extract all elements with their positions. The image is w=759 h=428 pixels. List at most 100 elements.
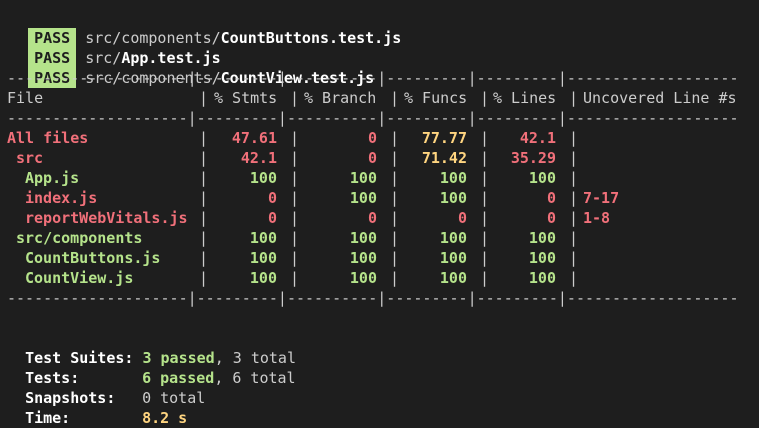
summary-snapshots-total: 0 total [142, 389, 206, 407]
table-row: App.js | | | | | 100 100 100 100 [0, 168, 759, 188]
column-separator: | [480, 249, 490, 267]
cell-file: All files [7, 129, 89, 147]
cell-file: src [16, 149, 44, 167]
summary-label: Snapshots: [25, 389, 116, 407]
cell-branch: 100 [349, 169, 377, 187]
cell-lines: 100 [528, 269, 556, 287]
pass-badge: PASS [28, 68, 77, 88]
cell-stmts: 47.61 [231, 129, 277, 147]
column-separator: | [480, 269, 490, 287]
cell-branch: 100 [349, 269, 377, 287]
test-file: App.test.js [121, 49, 221, 67]
column-separator: | [569, 229, 579, 247]
summary-time: Time: 8.2 s [7, 388, 187, 427]
cell-uncovered: 1-8 [583, 209, 611, 227]
column-separator: | [390, 129, 400, 147]
test-result-line: PASS src/App.test.js [10, 28, 221, 68]
cell-funcs: 100 [439, 169, 467, 187]
header-uncovered: Uncovered Line #s [583, 89, 737, 107]
cell-stmts: 0 [267, 189, 277, 207]
column-separator: | [199, 169, 209, 187]
column-separator: | [480, 209, 490, 227]
test-result-line: PASS src/components/CountView.test.js [10, 48, 374, 88]
column-separator: | [390, 169, 400, 187]
column-separator: | [390, 249, 400, 267]
column-separator: | [390, 89, 400, 107]
table-divider: --------------------|---------|---------… [0, 68, 759, 88]
column-separator: | [480, 169, 490, 187]
column-separator: | [290, 189, 300, 207]
cell-stmts: 100 [249, 169, 277, 187]
summary-total: , 3 total [214, 349, 296, 367]
column-separator: | [390, 209, 400, 227]
cell-funcs: 0 [457, 209, 467, 227]
test-file: CountButtons.test.js [220, 29, 402, 47]
column-separator: | [199, 269, 209, 287]
cell-funcs: 100 [439, 249, 467, 267]
column-separator: | [480, 229, 490, 247]
cell-funcs: 100 [439, 269, 467, 287]
cell-branch: 0 [367, 209, 377, 227]
column-separator: | [199, 129, 209, 147]
cell-uncovered: 7-17 [583, 189, 620, 207]
summary-label: Time: [25, 409, 71, 427]
column-separator: | [290, 269, 300, 287]
cell-funcs: 100 [439, 189, 467, 207]
column-separator: | [290, 169, 300, 187]
column-separator: | [290, 129, 300, 147]
divider-text: --------------------|---------|---------… [7, 289, 739, 307]
cell-branch: 100 [349, 189, 377, 207]
column-separator: | [480, 89, 490, 107]
cell-file: App.js [25, 169, 80, 187]
summary-label: Test Suites: [25, 349, 134, 367]
header-file: File [7, 89, 44, 107]
column-separator: | [569, 149, 579, 167]
cell-lines: 100 [528, 229, 556, 247]
coverage-table: --------------------|---------|---------… [0, 68, 759, 308]
test-path: src/components/ [85, 29, 221, 47]
column-separator: | [290, 209, 300, 227]
cell-stmts: 100 [249, 249, 277, 267]
table-row: CountView.js | | | | | 100 100 100 100 [0, 268, 759, 288]
cell-file: CountView.js [25, 269, 134, 287]
pass-badge: PASS [28, 48, 77, 68]
cell-stmts: 100 [249, 269, 277, 287]
column-separator: | [390, 189, 400, 207]
cell-stmts: 42.1 [240, 149, 277, 167]
cell-funcs: 77.77 [421, 129, 467, 147]
column-separator: | [569, 129, 579, 147]
cell-lines: 0 [546, 189, 556, 207]
test-file: CountView.test.js [220, 69, 375, 87]
summary-snapshots: Snapshots: 0 total [7, 368, 205, 407]
cell-funcs: 100 [439, 229, 467, 247]
divider-text: --------------------|---------|---------… [7, 69, 739, 87]
summary-passed: 6 passed [142, 369, 215, 387]
cell-file: reportWebVitals.js [25, 209, 188, 227]
cell-branch: 100 [349, 249, 377, 267]
cell-file: src/components [16, 229, 143, 247]
summary-tests: Tests: 6 passed, 6 total [7, 348, 296, 387]
header-lines: % Lines [493, 89, 557, 107]
column-separator: | [480, 189, 490, 207]
cell-lines: 35.29 [510, 149, 556, 167]
column-separator: | [569, 209, 579, 227]
cell-branch: 100 [349, 229, 377, 247]
table-row: reportWebVitals.js | | | | | 0 0 0 0 1-8 [0, 208, 759, 228]
column-separator: | [569, 169, 579, 187]
column-separator: | [199, 209, 209, 227]
column-separator: | [199, 149, 209, 167]
summary-time-value: 8.2 s [142, 409, 188, 427]
table-row: CountButtons.js | | | | | 100 100 100 100 [0, 248, 759, 268]
table-row: All files | | | | | 47.61 0 77.77 42.1 [0, 128, 759, 148]
summary-suites: Test Suites: 3 passed, 3 total [7, 328, 296, 367]
test-path: src/components/ [85, 69, 221, 87]
column-separator: | [390, 269, 400, 287]
column-separator: | [199, 229, 209, 247]
column-separator: | [390, 229, 400, 247]
divider-text: --------------------|---------|---------… [7, 109, 739, 127]
column-separator: | [199, 89, 209, 107]
test-path: src/ [85, 49, 122, 67]
column-separator: | [199, 249, 209, 267]
cell-lines: 42.1 [519, 129, 556, 147]
column-separator: | [569, 89, 579, 107]
